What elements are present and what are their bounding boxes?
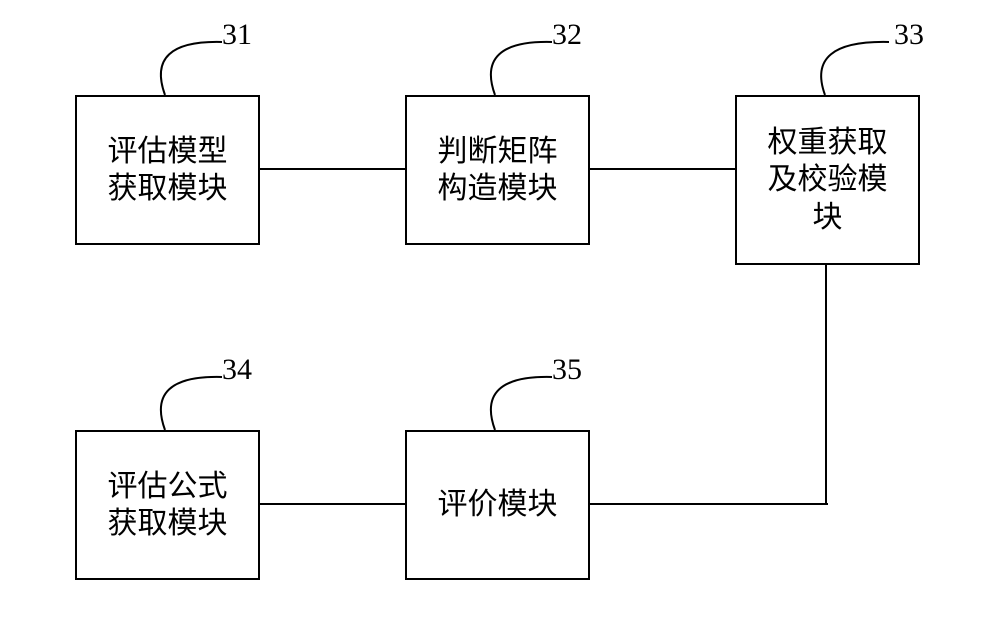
leader-line xyxy=(491,42,552,95)
flowchart-diagram: 评估模型 获取模块31判断矩阵 构造模块32权重获取 及校验模 块33评估公式 … xyxy=(0,0,1000,636)
leader-line xyxy=(161,42,222,95)
leader-line xyxy=(491,377,552,430)
leader-line xyxy=(161,377,222,430)
leader-line xyxy=(821,42,889,95)
leader-lines xyxy=(0,0,1000,636)
